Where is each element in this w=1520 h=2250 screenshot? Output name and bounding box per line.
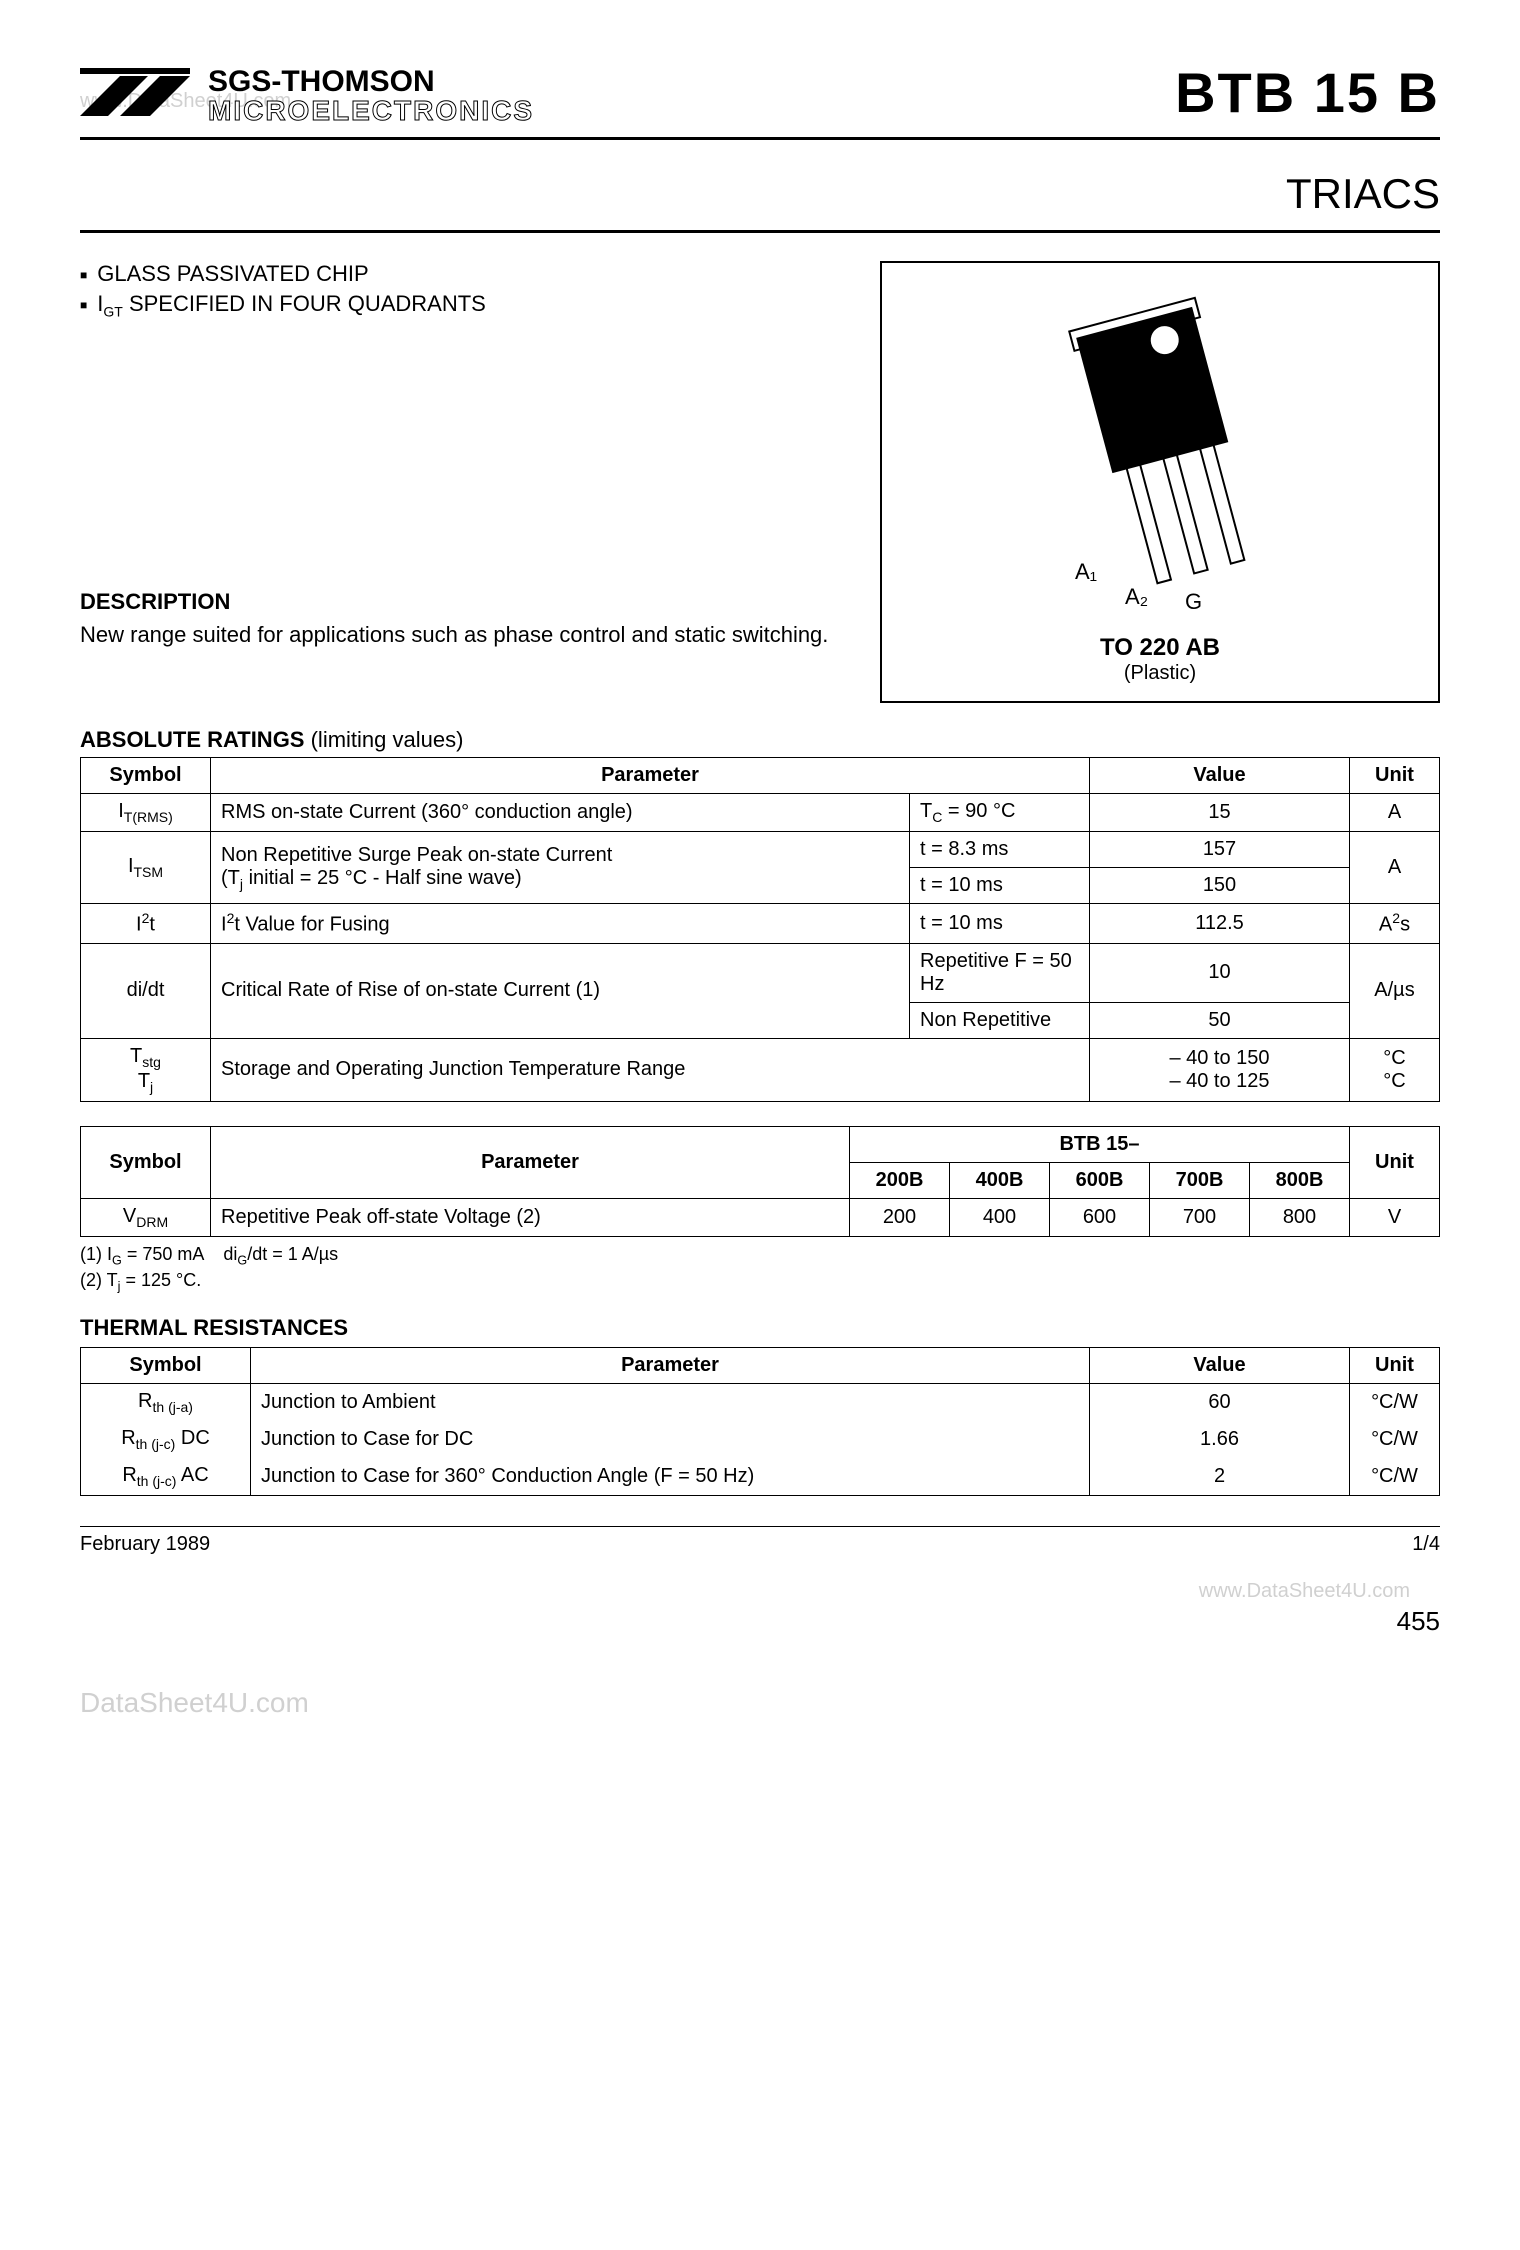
- ratings-heading: ABSOLUTE RATINGS (limiting values): [80, 727, 1440, 753]
- table-row: TstgTj Storage and Operating Junction Te…: [81, 1038, 1440, 1101]
- logo-line1: SGS-THOMSON: [208, 67, 534, 97]
- logo-block: SGS-THOMSON MICROELECTRONICS: [80, 67, 534, 125]
- package-name: TO 220 AB: [898, 634, 1422, 662]
- absolute-ratings-table: Symbol Parameter Value Unit IT(RMS) RMS …: [80, 757, 1440, 1102]
- footer-page: 1/4: [1412, 1533, 1440, 1556]
- table-row: Rth (j-a) Junction to Ambient 60 °C/W: [81, 1383, 1440, 1421]
- pin-label: A₁: [1075, 559, 1097, 584]
- feature-item: IGT SPECIFIED IN FOUR QUADRANTS: [80, 291, 840, 319]
- part-number-title: BTB 15 B: [1175, 60, 1440, 125]
- thermal-heading: THERMAL RESISTANCES: [80, 1315, 1440, 1341]
- package-icon: A₁ A₂ G: [900, 279, 1420, 619]
- variant-col: 600B: [1050, 1162, 1150, 1198]
- pin-label: G: [1185, 589, 1202, 614]
- table-row: Rth (j-c) AC Junction to Case for 360° C…: [81, 1458, 1440, 1496]
- col-symbol: Symbol: [81, 1126, 211, 1198]
- table-row: di/dt Critical Rate of Rise of on-state …: [81, 943, 1440, 1002]
- col-parameter: Parameter: [211, 1126, 850, 1198]
- table-row: IT(RMS) RMS on-state Current (360° condu…: [81, 794, 1440, 832]
- thermal-table: Symbol Parameter Value Unit Rth (j-a) Ju…: [80, 1347, 1440, 1496]
- watermark-bottom-right: www.DataSheet4U.com: [1199, 1580, 1410, 1603]
- company-logo-icon: [80, 68, 190, 124]
- col-symbol: Symbol: [81, 758, 211, 794]
- footnotes: (1) IG = 750 mA diG/dt = 1 A/µs (2) Tj =…: [80, 1243, 1440, 1295]
- package-diagram-box: A₁ A₂ G TO 220 AB (Plastic): [880, 261, 1440, 703]
- col-parameter: Parameter: [211, 758, 1090, 794]
- header: SGS-THOMSON MICROELECTRONICS BTB 15 B: [80, 60, 1440, 140]
- variant-col: 700B: [1150, 1162, 1250, 1198]
- description-text: New range suited for applications such a…: [80, 621, 840, 650]
- table-row: ITSM Non Repetitive Surge Peak on-state …: [81, 832, 1440, 868]
- col-value: Value: [1090, 1347, 1350, 1383]
- col-parameter: Parameter: [251, 1347, 1090, 1383]
- feature-list: GLASS PASSIVATED CHIP IGT SPECIFIED IN F…: [80, 261, 840, 319]
- feature-item: GLASS PASSIVATED CHIP: [80, 261, 840, 287]
- pin-label: A₂: [1125, 584, 1148, 609]
- col-value: Value: [1090, 758, 1350, 794]
- col-group: BTB 15–: [850, 1126, 1350, 1162]
- col-unit: Unit: [1350, 1126, 1440, 1198]
- package-material: (Plastic): [898, 662, 1422, 685]
- subtitle-row: TRIACS: [80, 170, 1440, 233]
- footer: February 1989 1/4: [80, 1526, 1440, 1556]
- logo-line2: MICROELECTRONICS: [208, 97, 534, 125]
- col-unit: Unit: [1350, 1347, 1440, 1383]
- footer-date: February 1989: [80, 1533, 210, 1556]
- page-corner-number: 455: [80, 1606, 1440, 1637]
- table-row: I2t I2t Value for Fusing t = 10 ms 112.5…: [81, 904, 1440, 944]
- col-unit: Unit: [1350, 758, 1440, 794]
- table-row: VDRM Repetitive Peak off-state Voltage (…: [81, 1198, 1440, 1236]
- table-row: Rth (j-c) DC Junction to Case for DC 1.6…: [81, 1421, 1440, 1458]
- variant-col: 200B: [850, 1162, 950, 1198]
- variant-col: 800B: [1250, 1162, 1350, 1198]
- product-category: TRIACS: [1286, 170, 1440, 218]
- description-heading: DESCRIPTION: [80, 589, 840, 615]
- variant-col: 400B: [950, 1162, 1050, 1198]
- watermark-bottom-left: DataSheet4U.com: [80, 1687, 1440, 1719]
- col-symbol: Symbol: [81, 1347, 251, 1383]
- voltage-table: Symbol Parameter BTB 15– Unit 200B 400B …: [80, 1126, 1440, 1237]
